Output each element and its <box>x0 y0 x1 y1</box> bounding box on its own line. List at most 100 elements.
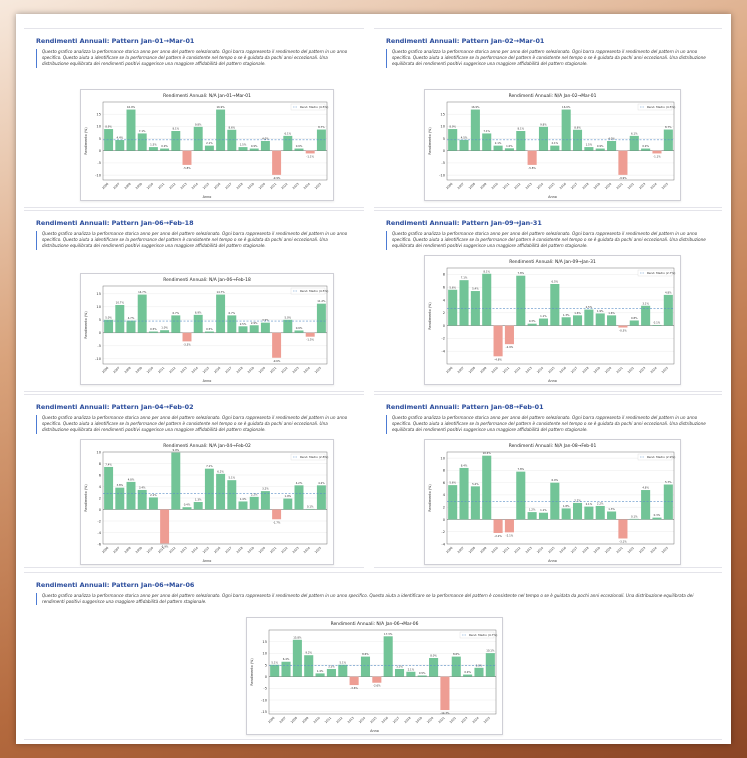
bar <box>294 330 304 333</box>
x-tick-label: 2015 <box>202 182 210 190</box>
bar-value-label: 0.9% <box>597 144 604 148</box>
bar-value-label: 3.8% <box>117 483 124 487</box>
bar <box>315 673 325 677</box>
card-description: Questo grafico analizza la performance s… <box>36 231 354 250</box>
x-tick-label: 2023 <box>291 366 299 374</box>
bar-value-label: 4.0% <box>262 137 269 141</box>
bar-value-label: 2.5% <box>240 322 247 326</box>
x-tick-label: 2006 <box>445 366 453 374</box>
chart-title: Rendimenti Annuali: N/A Jan-02→Mar-01 <box>509 93 597 99</box>
bar <box>281 661 291 677</box>
x-tick-label: 2018 <box>581 366 589 374</box>
report-page: Rendimenti Annuali: Pattern Jan-01→Mar-0… <box>16 14 731 744</box>
x-tick-label: 2020 <box>258 182 266 190</box>
card-title: Rendimenti Annuali: Pattern Jan-01→Mar-0… <box>36 37 195 45</box>
bar <box>417 675 427 677</box>
bar <box>227 480 237 510</box>
bar-value-label: -2.6% <box>373 684 381 688</box>
x-tick-label: 2010 <box>146 546 154 554</box>
bar <box>204 145 214 151</box>
bar-value-label: 7.4% <box>105 462 112 466</box>
bar <box>550 482 560 520</box>
card-description: Questo grafico analizza la performance s… <box>386 49 712 68</box>
bar <box>160 148 170 151</box>
bar-value-label: 0.1% <box>654 320 661 324</box>
bar-value-label: 6.1% <box>285 131 292 135</box>
bar <box>394 668 405 677</box>
bar-value-label: 2.1% <box>206 141 213 145</box>
bar <box>561 317 571 326</box>
bar-value-label: 2.1% <box>552 141 559 145</box>
bar-value-label: 0.4% <box>184 503 191 507</box>
x-tick-label: 2019 <box>415 716 423 724</box>
legend-label: Rend. Medio (4.5%) <box>647 105 675 109</box>
x-tick-label: 2006 <box>445 182 453 190</box>
bar <box>482 455 492 520</box>
x-tick-label: 2007 <box>457 366 465 374</box>
x-tick-label: 2009 <box>479 366 487 374</box>
bar-value-label: 2.9% <box>251 321 258 325</box>
bar-value-label: -3.6% <box>350 686 358 690</box>
y-tick-label: 10 <box>96 450 101 454</box>
chart-title: Rendimenti Annuali: N/A Jan-06→Mar-06 <box>331 621 419 627</box>
bar <box>305 508 315 510</box>
x-tick-label: 2010 <box>146 182 154 190</box>
bar <box>316 303 326 333</box>
bar <box>504 325 514 345</box>
bar <box>607 141 617 151</box>
bar-value-label: -5.8% <box>528 166 536 170</box>
bar-value-label: 14.7% <box>216 290 225 294</box>
x-tick-label: 2015 <box>547 182 555 190</box>
bar <box>227 129 237 151</box>
y-tick-label: 10 <box>440 125 445 129</box>
x-tick-label: 2022 <box>627 546 635 554</box>
bar-value-label: 6.4% <box>283 657 290 661</box>
bar-value-label: 7.1% <box>139 129 146 133</box>
bar <box>527 323 537 326</box>
bar-value-label: 1.4% <box>240 497 247 501</box>
y-tick-label: -4 <box>97 531 101 535</box>
bar-value-label: 0.1% <box>631 514 638 518</box>
y-tick-label: 0 <box>443 149 446 153</box>
chart-title: Rendimenti Annuali: N/A Jan-09→Jan-31 <box>509 259 596 265</box>
bar <box>260 322 270 333</box>
x-tick-label: 2023 <box>638 546 646 554</box>
x-tick-label: 2012 <box>513 366 521 374</box>
bar <box>305 150 315 154</box>
x-tick-label: 2017 <box>224 546 232 554</box>
x-tick-label: 2022 <box>449 716 457 724</box>
x-tick-label: 2012 <box>513 182 521 190</box>
bar-value-label: 1.3% <box>608 507 615 511</box>
card-title: Rendimenti Annuali: Pattern Jan-06→Feb-1… <box>36 219 194 227</box>
y-tick-label: 5 <box>99 318 101 322</box>
card-description: Questo grafico analizza la performance s… <box>36 49 354 68</box>
bar <box>316 129 326 151</box>
bar-value-label: 1.3% <box>563 313 570 317</box>
x-tick-label: 2025 <box>314 182 322 190</box>
legend <box>637 103 673 111</box>
bar-value-label: 0.3% <box>654 513 661 517</box>
x-tick-label: 2022 <box>280 182 288 190</box>
bar-value-label: -1.5% <box>306 338 314 342</box>
legend <box>290 453 326 461</box>
bar-value-label: 6.9% <box>195 310 202 314</box>
bar-value-label: 1.6% <box>608 311 615 315</box>
bar-value-label: 0.9% <box>251 144 258 148</box>
x-tick-label: 2022 <box>627 366 635 374</box>
x-tick-label: 2008 <box>123 546 131 554</box>
x-tick-label: 2012 <box>168 546 176 554</box>
x-tick-label: 2014 <box>536 366 544 374</box>
x-tick-label: 2013 <box>525 366 533 374</box>
bar-chart: Rendimenti Annuali: N/A Jan-06→Feb-18 -10… <box>84 277 328 383</box>
y-tick-label: 15 <box>96 112 101 116</box>
x-tick-label: 2014 <box>536 182 544 190</box>
bar <box>607 315 617 326</box>
bar-value-label: 1.0% <box>161 326 168 330</box>
bar-value-label: -5.9% <box>161 544 169 548</box>
bar-value-label: 0.9% <box>464 670 471 674</box>
bar-value-label: 1.6% <box>574 311 581 315</box>
bar <box>260 141 270 151</box>
x-tick-label: 2019 <box>247 546 255 554</box>
x-tick-label: 2024 <box>471 716 479 724</box>
bar-value-label: 4.8% <box>128 477 135 481</box>
